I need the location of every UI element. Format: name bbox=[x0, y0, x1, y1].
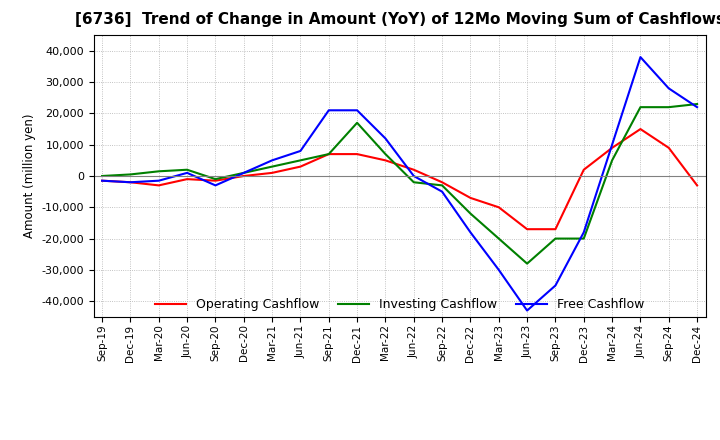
Operating Cashflow bbox=[325, 151, 333, 157]
Legend: Operating Cashflow, Investing Cashflow, Free Cashflow: Operating Cashflow, Investing Cashflow, … bbox=[150, 293, 649, 316]
Operating Cashflow bbox=[636, 126, 644, 132]
Investing Cashflow bbox=[693, 101, 701, 106]
Operating Cashflow bbox=[98, 178, 107, 183]
Investing Cashflow bbox=[608, 158, 616, 163]
Investing Cashflow bbox=[98, 173, 107, 179]
Investing Cashflow bbox=[183, 167, 192, 172]
Free Cashflow bbox=[211, 183, 220, 188]
Operating Cashflow bbox=[155, 183, 163, 188]
Operating Cashflow bbox=[268, 170, 276, 176]
Free Cashflow bbox=[636, 55, 644, 60]
Free Cashflow bbox=[325, 108, 333, 113]
Title: [6736]  Trend of Change in Amount (YoY) of 12Mo Moving Sum of Cashflows: [6736] Trend of Change in Amount (YoY) o… bbox=[75, 12, 720, 27]
Operating Cashflow bbox=[580, 167, 588, 172]
Investing Cashflow bbox=[551, 236, 559, 241]
Operating Cashflow bbox=[410, 167, 418, 172]
Line: Free Cashflow: Free Cashflow bbox=[102, 57, 697, 311]
Operating Cashflow bbox=[523, 227, 531, 232]
Investing Cashflow bbox=[438, 183, 446, 188]
Operating Cashflow bbox=[381, 158, 390, 163]
Investing Cashflow bbox=[240, 170, 248, 176]
Free Cashflow bbox=[155, 178, 163, 183]
Investing Cashflow bbox=[211, 176, 220, 182]
Free Cashflow bbox=[126, 180, 135, 185]
Investing Cashflow bbox=[495, 236, 503, 241]
Free Cashflow bbox=[693, 105, 701, 110]
Free Cashflow bbox=[353, 108, 361, 113]
Y-axis label: Amount (million yen): Amount (million yen) bbox=[23, 114, 36, 238]
Line: Operating Cashflow: Operating Cashflow bbox=[102, 129, 697, 229]
Investing Cashflow bbox=[155, 169, 163, 174]
Free Cashflow bbox=[551, 283, 559, 288]
Investing Cashflow bbox=[296, 158, 305, 163]
Operating Cashflow bbox=[466, 195, 474, 201]
Investing Cashflow bbox=[636, 105, 644, 110]
Operating Cashflow bbox=[551, 227, 559, 232]
Free Cashflow bbox=[98, 178, 107, 183]
Operating Cashflow bbox=[240, 173, 248, 179]
Investing Cashflow bbox=[268, 164, 276, 169]
Investing Cashflow bbox=[580, 236, 588, 241]
Free Cashflow bbox=[183, 170, 192, 176]
Investing Cashflow bbox=[126, 172, 135, 177]
Free Cashflow bbox=[296, 148, 305, 154]
Investing Cashflow bbox=[353, 120, 361, 125]
Investing Cashflow bbox=[665, 105, 673, 110]
Operating Cashflow bbox=[665, 145, 673, 150]
Free Cashflow bbox=[438, 189, 446, 194]
Free Cashflow bbox=[608, 142, 616, 147]
Investing Cashflow bbox=[381, 151, 390, 157]
Operating Cashflow bbox=[126, 180, 135, 185]
Investing Cashflow bbox=[410, 180, 418, 185]
Operating Cashflow bbox=[438, 180, 446, 185]
Operating Cashflow bbox=[495, 205, 503, 210]
Free Cashflow bbox=[240, 170, 248, 176]
Operating Cashflow bbox=[693, 183, 701, 188]
Free Cashflow bbox=[410, 173, 418, 179]
Free Cashflow bbox=[580, 230, 588, 235]
Operating Cashflow bbox=[353, 151, 361, 157]
Investing Cashflow bbox=[466, 211, 474, 216]
Line: Investing Cashflow: Investing Cashflow bbox=[102, 104, 697, 264]
Free Cashflow bbox=[381, 136, 390, 141]
Investing Cashflow bbox=[523, 261, 531, 266]
Operating Cashflow bbox=[296, 164, 305, 169]
Free Cashflow bbox=[268, 158, 276, 163]
Free Cashflow bbox=[665, 86, 673, 91]
Investing Cashflow bbox=[325, 151, 333, 157]
Operating Cashflow bbox=[211, 178, 220, 183]
Operating Cashflow bbox=[608, 145, 616, 150]
Free Cashflow bbox=[466, 230, 474, 235]
Free Cashflow bbox=[523, 308, 531, 313]
Operating Cashflow bbox=[183, 176, 192, 182]
Free Cashflow bbox=[495, 267, 503, 272]
